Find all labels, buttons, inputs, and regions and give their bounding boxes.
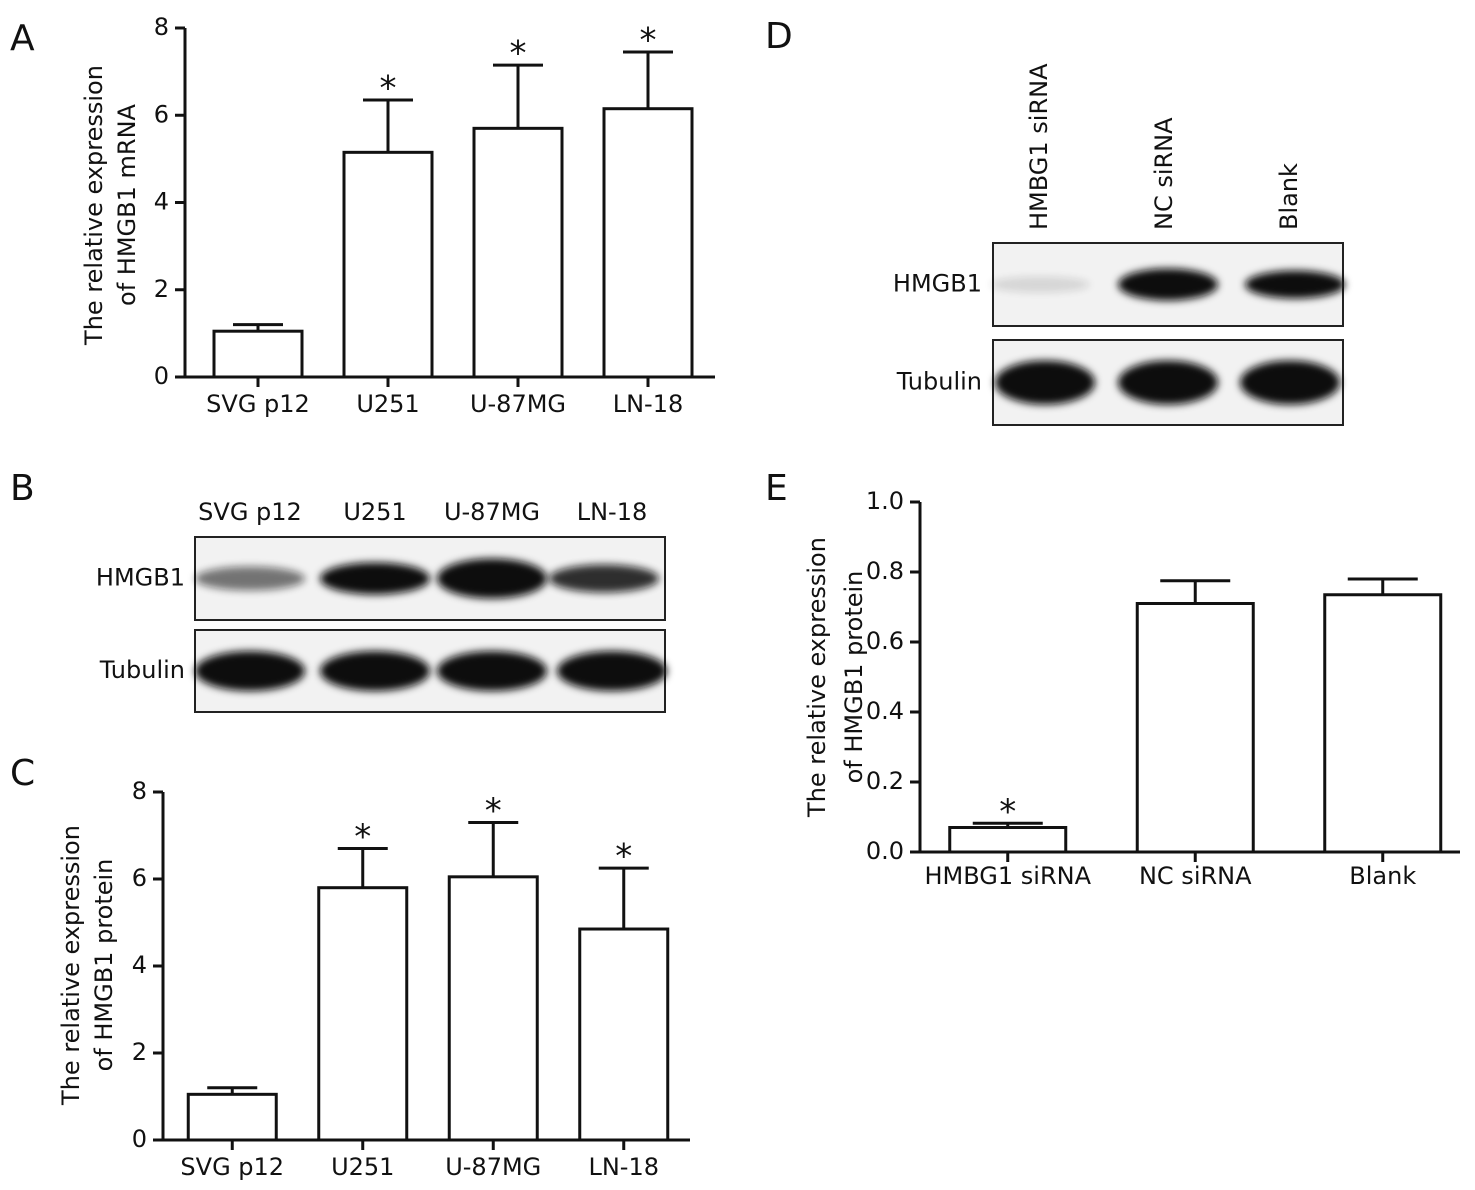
blot-band: [995, 360, 1095, 405]
x-tick-label: U-87MG: [470, 390, 566, 418]
y-tick-label: 8: [132, 777, 147, 805]
x-tick-label: NC siRNA: [1139, 862, 1252, 890]
significance-star: *: [380, 68, 397, 108]
bar: [948, 826, 1068, 854]
blot-band: [549, 564, 659, 593]
x-tick-label: LN-18: [613, 390, 684, 418]
blot-band: [557, 651, 667, 691]
blot-band: [990, 276, 1090, 293]
y-tick-label: 6: [154, 100, 169, 128]
blot-band: [320, 651, 430, 691]
bar: [317, 886, 409, 1142]
lane-label: LN-18: [577, 498, 648, 526]
lane-label: NC siRNA: [1150, 117, 1178, 230]
blot-band: [320, 562, 430, 595]
row-label: HMGB1: [96, 564, 185, 592]
y-tick-label: 0.4: [866, 697, 904, 725]
bar: [602, 107, 694, 379]
panel-letter: B: [10, 468, 35, 509]
blot-band: [1245, 270, 1345, 299]
x-tick-label: HMBG1 siRNA: [924, 862, 1091, 890]
y-axis-label: The relative expression: [57, 825, 85, 1106]
x-tick-label: LN-18: [588, 1153, 659, 1181]
y-axis-label: of HMGB1 mRNA: [113, 103, 141, 305]
panel-letter: E: [765, 468, 788, 509]
y-tick-label: 0: [154, 362, 169, 390]
y-tick-label: 0.8: [866, 557, 904, 585]
significance-star: *: [640, 20, 657, 60]
row-label: Tubulin: [896, 368, 982, 396]
panel-letter: A: [10, 18, 35, 59]
bar: [186, 1092, 278, 1142]
significance-star: *: [999, 792, 1016, 832]
y-tick-label: 8: [154, 13, 169, 41]
y-tick-label: 0.0: [866, 837, 904, 865]
significance-star: *: [615, 837, 632, 877]
y-axis-label: The relative expression: [80, 65, 108, 346]
x-tick-label: SVG p12: [180, 1153, 284, 1181]
blot-band: [195, 651, 305, 691]
x-tick-label: U251: [356, 390, 419, 418]
y-tick-label: 6: [132, 864, 147, 892]
y-tick-label: 2: [132, 1038, 147, 1066]
bar: [212, 329, 304, 379]
y-tick-label: 4: [154, 188, 169, 216]
lane-label: Blank: [1275, 163, 1303, 230]
x-tick-label: U251: [331, 1153, 394, 1181]
y-tick-label: 0: [132, 1125, 147, 1153]
lane-label: SVG p12: [198, 498, 302, 526]
lane-label: U251: [343, 498, 406, 526]
blot-band: [1240, 360, 1340, 405]
significance-star: *: [510, 34, 527, 74]
y-tick-label: 4: [132, 951, 147, 979]
bar: [1135, 602, 1255, 854]
blot-band: [1118, 268, 1218, 301]
row-label: Tubulin: [99, 656, 185, 684]
x-tick-label: U-87MG: [445, 1153, 541, 1181]
blot-band: [437, 558, 547, 599]
panel-letter: D: [765, 16, 793, 57]
lane-label: U-87MG: [444, 498, 540, 526]
row-label: HMGB1: [893, 270, 982, 298]
significance-star: *: [485, 791, 502, 831]
y-tick-label: 0.2: [866, 767, 904, 795]
x-tick-label: Blank: [1349, 862, 1416, 890]
y-tick-label: 1.0: [866, 487, 904, 515]
y-tick-label: 0.6: [866, 627, 904, 655]
y-tick-label: 2: [154, 275, 169, 303]
bar: [1323, 593, 1443, 854]
blot-band: [195, 566, 305, 591]
blot-band: [437, 651, 547, 691]
lane-label: HMBG1 siRNA: [1025, 63, 1053, 230]
x-tick-label: SVG p12: [206, 390, 310, 418]
significance-star: *: [354, 817, 371, 857]
bar: [342, 150, 434, 379]
bar: [578, 927, 670, 1142]
blot-band: [1118, 360, 1218, 405]
panel-letter: C: [10, 753, 35, 794]
y-axis-label: of HMGB1 protein: [90, 859, 118, 1072]
bar: [447, 875, 539, 1142]
y-axis-label: The relative expression: [803, 537, 831, 818]
bar: [472, 126, 564, 379]
y-axis-label: of HMGB1 protein: [840, 571, 868, 784]
